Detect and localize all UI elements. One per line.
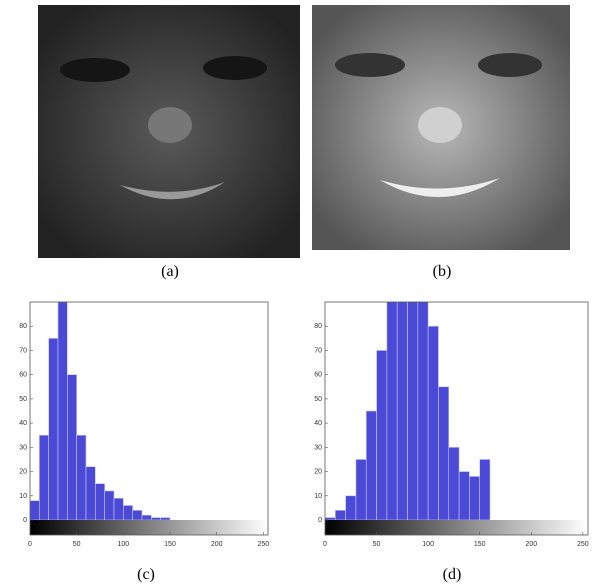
y-tick-label: 40 (19, 420, 27, 427)
bar (325, 517, 336, 521)
x-tick-label: 0 (323, 541, 327, 548)
bar (345, 495, 357, 521)
y-tick-label: 0 (23, 517, 27, 524)
histogram: 0 10 20 30 40 50 60 70 80 0 50 100 150 200 250 (19, 301, 269, 548)
x-tick-label: 150 (164, 541, 176, 548)
bar (458, 471, 470, 521)
axes-box (324, 301, 589, 536)
histogram: 0 10 20 30 40 50 60 70 80 0 50 100 150 200 250 (314, 301, 589, 548)
bar (448, 447, 460, 521)
bar (376, 350, 388, 521)
bar (407, 302, 419, 521)
bar (113, 497, 124, 521)
bar (386, 302, 398, 521)
bar (132, 510, 143, 521)
bars (30, 302, 171, 521)
bar (104, 490, 115, 521)
y-tick-label: 10 (314, 493, 322, 500)
bar (76, 434, 87, 521)
bar (365, 410, 377, 521)
bar (160, 517, 171, 521)
y-tick-label: 60 (19, 372, 27, 379)
y-tick-label: 50 (19, 396, 27, 403)
image-a (38, 5, 300, 258)
y-tick-label: 40 (314, 420, 322, 427)
bar (57, 302, 68, 521)
colorbar (30, 520, 268, 535)
bar (438, 386, 450, 521)
x-tick-label: 200 (211, 541, 223, 548)
y-tick-label: 80 (314, 323, 322, 330)
y-tick-label: 10 (19, 493, 27, 500)
bars (325, 302, 491, 521)
bar (427, 325, 439, 521)
x-tick-label: 0 (28, 541, 32, 548)
caption: (a) (161, 263, 179, 280)
image-b (312, 5, 570, 250)
bar (39, 434, 49, 521)
bar (355, 459, 367, 521)
x-tick-label: 50 (373, 541, 381, 548)
x-tick-label: 50 (73, 541, 81, 548)
caption: (c) (137, 566, 155, 583)
y-tick-label: 30 (19, 444, 27, 451)
caption: (d) (443, 566, 462, 583)
bar (48, 338, 59, 521)
bar (479, 459, 491, 521)
caption: (b) (433, 263, 452, 280)
y-tick-label: 70 (314, 347, 322, 354)
y-tick-label: 20 (19, 469, 27, 476)
bar (95, 483, 105, 521)
bar (67, 374, 77, 521)
x-tick-label: 100 (117, 541, 129, 548)
axes-box (29, 301, 269, 536)
y-tick-label: 0 (318, 517, 322, 524)
bar (141, 514, 152, 521)
bar (335, 510, 346, 521)
y-tick-label: 70 (19, 347, 27, 354)
x-tick-label: 200 (525, 541, 537, 548)
bar (85, 466, 96, 521)
y-tick-label: 20 (314, 469, 322, 476)
x-tick-label: 250 (577, 541, 589, 548)
bar (151, 517, 161, 521)
y-tick-label: 50 (314, 396, 322, 403)
bar (469, 476, 481, 521)
bar (417, 302, 429, 521)
y-tick-label: 80 (19, 323, 27, 330)
x-tick-label: 250 (257, 541, 269, 548)
bar (30, 500, 40, 521)
y-tick-label: 30 (314, 444, 322, 451)
x-tick-label: 150 (474, 541, 486, 548)
y-tick-label: 60 (314, 372, 322, 379)
bar (123, 505, 133, 521)
bar (396, 302, 408, 521)
x-tick-label: 100 (422, 541, 434, 548)
colorbar (325, 520, 588, 535)
